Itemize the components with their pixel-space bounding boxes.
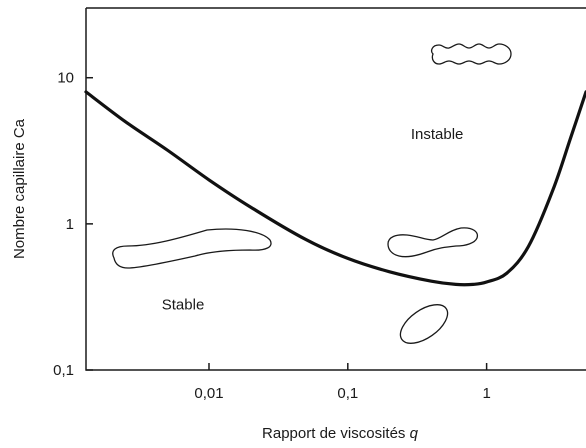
elongated-stable-drop <box>112 228 272 269</box>
region-label: Instable <box>411 126 464 143</box>
x-axis-title-variable: q <box>410 425 419 442</box>
y-axis-title: Nombre capillaire Ca <box>11 118 28 259</box>
curve-layer <box>84 90 586 287</box>
critical-capillary-curve <box>84 90 586 287</box>
wavy-elongated-drop <box>431 43 512 65</box>
x-ticks: 0,01 0,1 1 <box>194 363 491 402</box>
y-tick-label: 1 <box>66 216 74 233</box>
plot-area <box>85 7 586 371</box>
x-tick-label: 0,1 <box>337 385 358 402</box>
y-ticks: 0,1 1 10 <box>53 70 93 379</box>
y-tick-label: 10 <box>57 70 74 87</box>
x-tick-label: 1 <box>482 385 490 402</box>
x-tick-label: 0,01 <box>194 385 223 402</box>
ellipse-stable-drop <box>399 304 449 344</box>
drop-sketches <box>112 43 512 344</box>
annotation-layer: Instable Stable <box>162 126 464 313</box>
x-axis-title-text: Rapport de viscosités <box>262 425 405 442</box>
region-label: Stable <box>162 296 205 313</box>
plot-frame <box>85 7 586 371</box>
waisted-unstable-drop <box>387 227 479 258</box>
x-axis-title: Rapport de viscosités q <box>262 425 419 442</box>
y-tick-label: 0,1 <box>53 362 74 379</box>
